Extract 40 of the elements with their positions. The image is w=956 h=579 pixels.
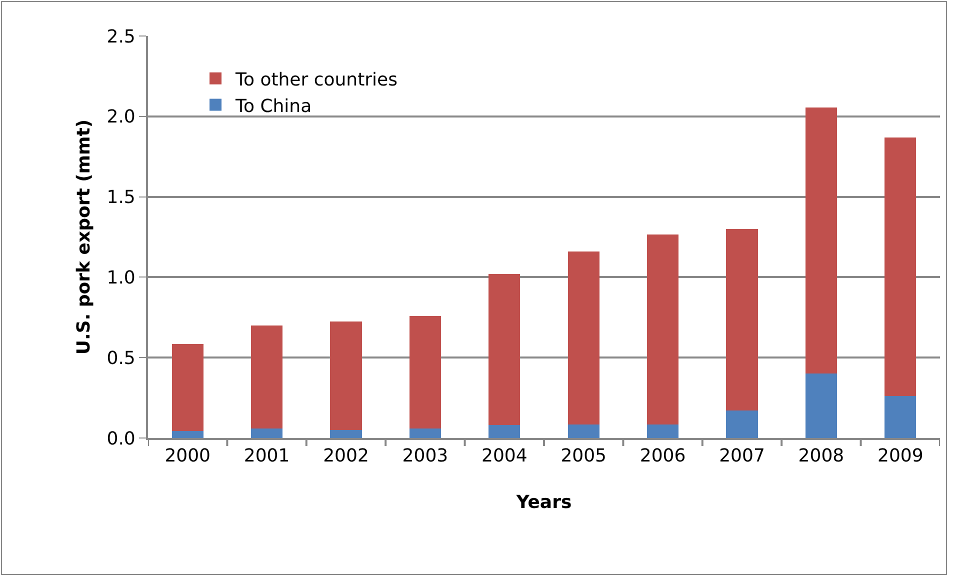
- y-tick-label: 1.5: [106, 187, 136, 208]
- bar: [250, 428, 283, 438]
- x-tick-label: 2003: [402, 446, 448, 467]
- legend-label: To China: [234, 96, 312, 117]
- x-tick-label: 2001: [244, 446, 290, 467]
- x-axis-title: Years: [515, 492, 572, 514]
- x-tick-label: 2000: [164, 446, 211, 467]
- bar: [172, 430, 204, 438]
- y-tick-label: 0.5: [106, 348, 136, 369]
- x-tick-label: 2008: [798, 446, 844, 467]
- y-axis-title: U.S. pork export (mmt): [73, 119, 94, 355]
- bar: [488, 425, 520, 438]
- x-tick-label: 2005: [560, 446, 607, 467]
- bar: [330, 321, 362, 430]
- bar: [250, 325, 283, 428]
- bar: [409, 428, 442, 438]
- bar: [805, 374, 838, 438]
- bar: [568, 424, 600, 438]
- bar: [488, 274, 520, 426]
- y-tick-label: 0.0: [106, 428, 136, 450]
- x-tick-label: 2009: [877, 446, 924, 467]
- bar: [568, 251, 600, 424]
- y-tick-label: 2.0: [106, 106, 136, 128]
- bar: [726, 410, 758, 438]
- bar: [884, 137, 916, 396]
- legend-label: To other countries: [234, 69, 398, 90]
- bar: [646, 234, 679, 424]
- bar: [409, 316, 442, 428]
- y-tick-label: 2.5: [106, 26, 136, 48]
- y-tick-label: 1.0: [106, 268, 136, 288]
- bar: [330, 430, 362, 438]
- bar: [172, 344, 204, 431]
- bar: [884, 396, 916, 438]
- bar: [726, 228, 758, 411]
- x-tick-label: 2006: [640, 446, 686, 467]
- bar: [805, 108, 838, 374]
- x-tick-label: 2007: [719, 446, 765, 467]
- x-tick-label: 2004: [481, 446, 528, 467]
- bar: [646, 424, 679, 438]
- x-tick-label: 2002: [323, 446, 369, 467]
